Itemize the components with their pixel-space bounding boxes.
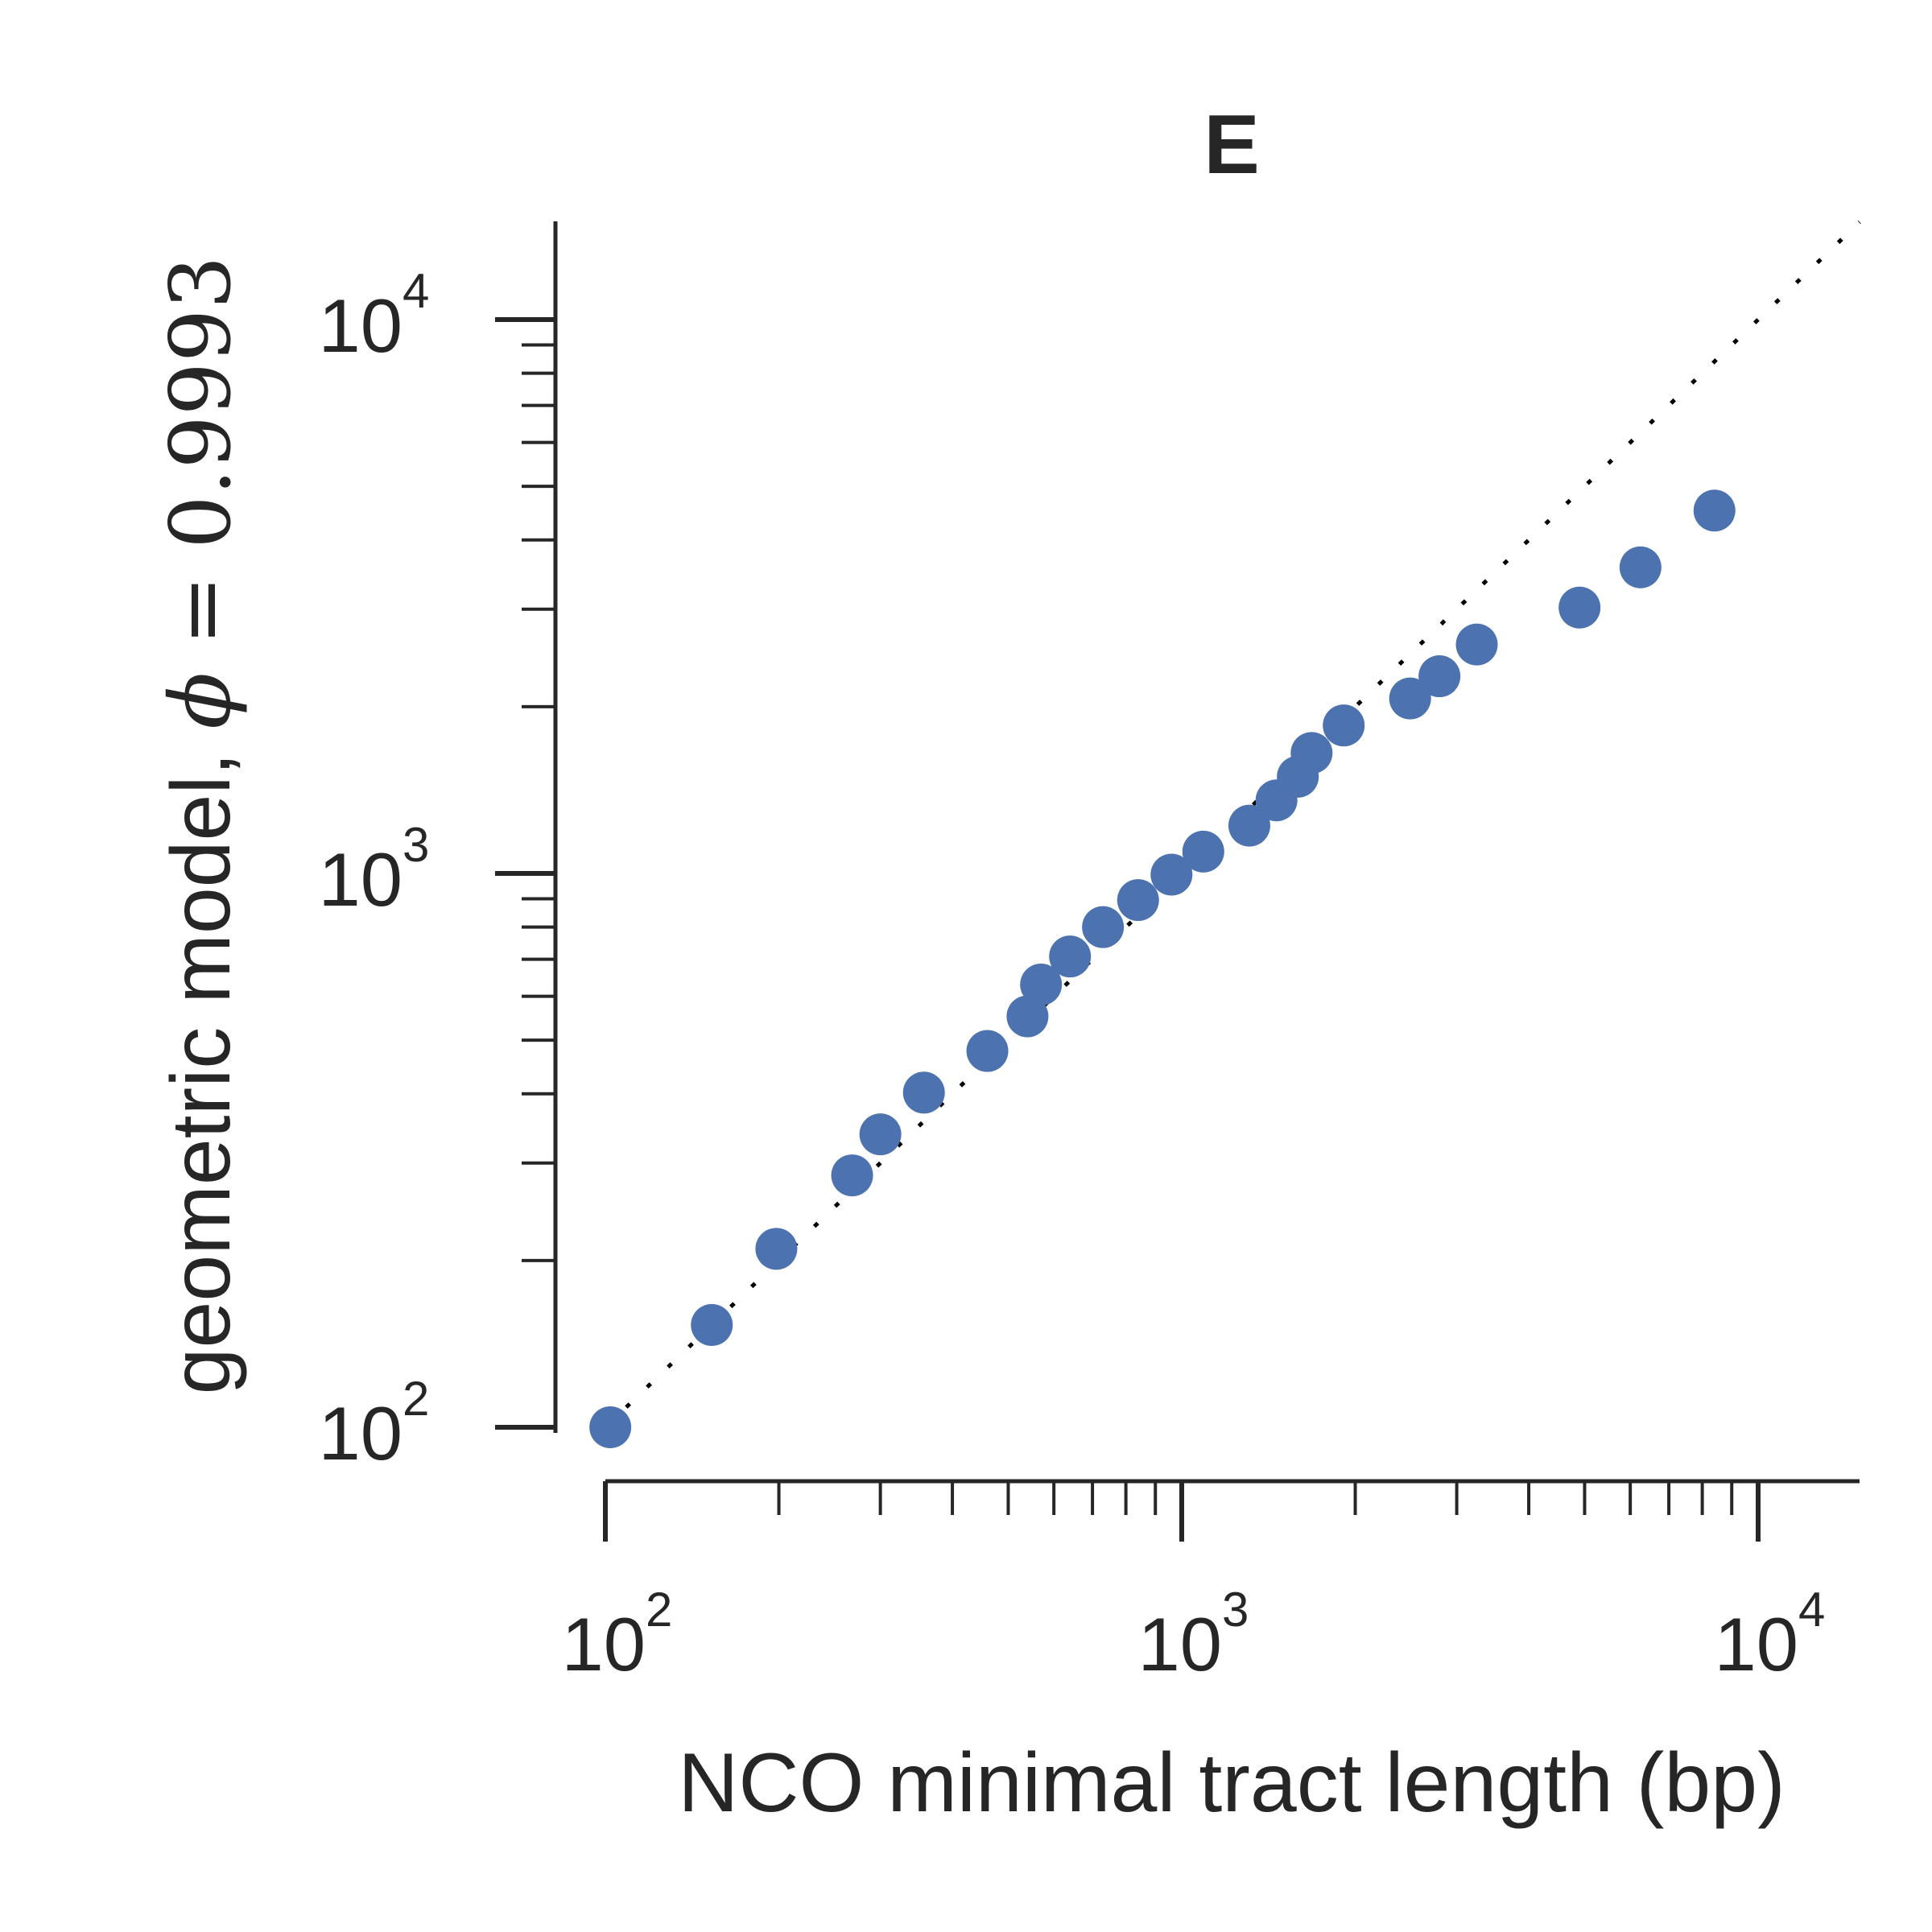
x-tick-label: 104 [1714, 1583, 1825, 1686]
chart-title: E [1203, 98, 1259, 192]
x-axis-title: NCO minimal tract length (bp) [678, 1736, 1785, 1830]
data-point [1117, 879, 1159, 922]
data-points [589, 489, 1736, 1448]
data-point [1228, 804, 1270, 847]
data-point [902, 1071, 945, 1114]
x-tick-exponent: 4 [1798, 1583, 1825, 1637]
data-point [859, 1113, 902, 1156]
data-point [1418, 655, 1461, 698]
data-point [1049, 935, 1092, 978]
data-point [1323, 704, 1365, 747]
data-point [1006, 995, 1049, 1038]
data-point [1558, 586, 1601, 629]
y-tick-label: 103 [318, 818, 429, 922]
y-tick-label: 104 [318, 264, 429, 368]
data-point [589, 1406, 632, 1448]
data-point [1389, 677, 1431, 720]
data-point [1290, 732, 1333, 774]
y-tick-exponent: 2 [402, 1372, 429, 1426]
x-tick-exponent: 3 [1222, 1583, 1249, 1637]
data-point [1082, 906, 1125, 948]
x-axis-ticks: 102 103 104 [561, 1481, 1825, 1686]
y-axis-ticks: 102 103 104 [318, 264, 555, 1476]
y-tick-label: 102 [318, 1372, 429, 1476]
data-point [1619, 546, 1662, 588]
data-point [1455, 623, 1498, 666]
data-point [1150, 853, 1193, 896]
y-tick-exponent: 3 [402, 818, 429, 872]
data-point [831, 1154, 873, 1197]
x-tick-label: 102 [561, 1583, 672, 1686]
data-point [1693, 489, 1736, 532]
data-point [691, 1303, 733, 1346]
y-tick-exponent: 4 [402, 264, 429, 318]
x-tick-exponent: 2 [646, 1583, 672, 1637]
data-point [1182, 830, 1224, 873]
x-tick-label: 103 [1137, 1583, 1249, 1686]
data-point [1020, 964, 1063, 1006]
y-axis-title: geometric model, ϕ = 0.9993 [151, 256, 250, 1395]
data-point [966, 1030, 1009, 1072]
data-point [755, 1228, 798, 1270]
